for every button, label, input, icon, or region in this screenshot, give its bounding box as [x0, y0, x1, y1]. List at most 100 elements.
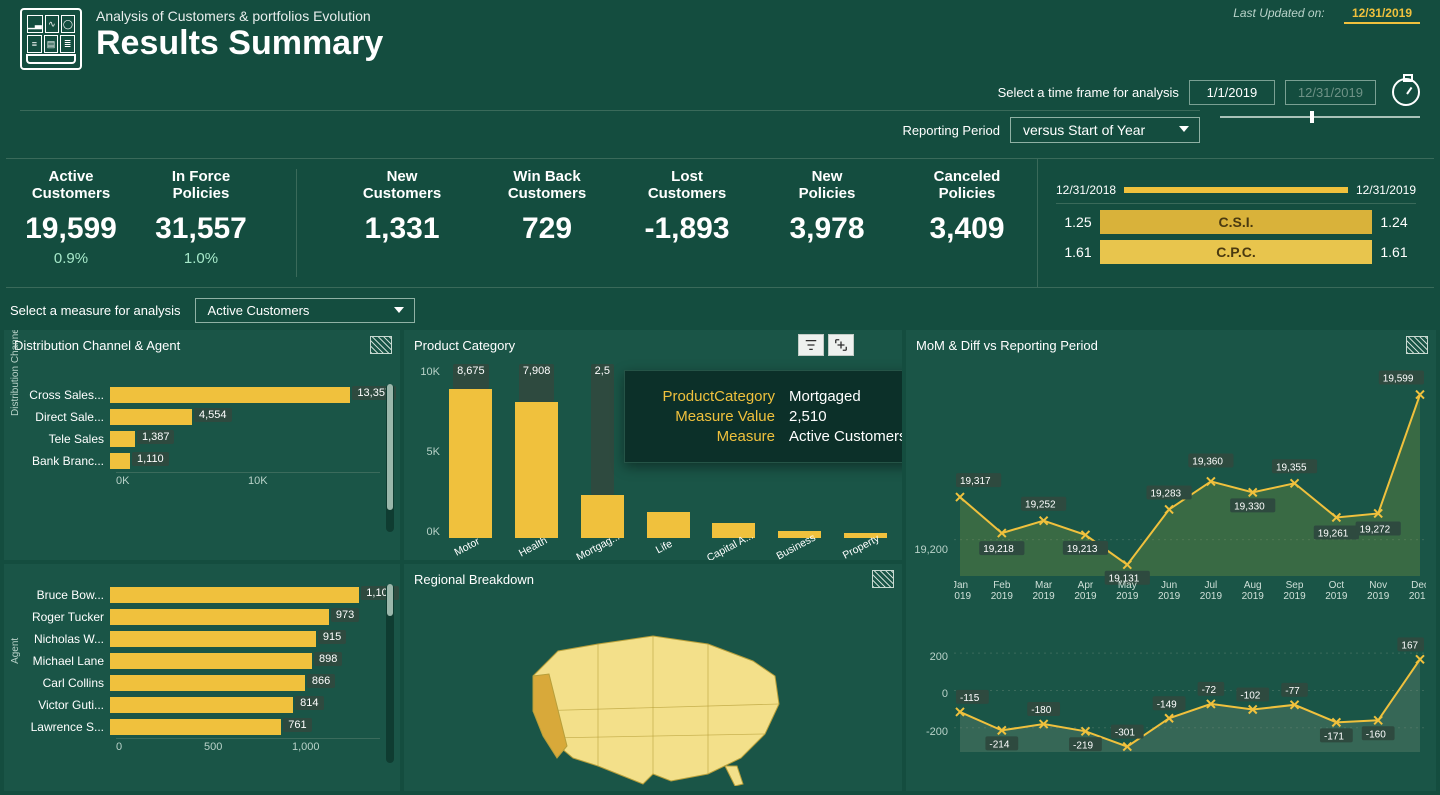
svg-text:Dec: Dec: [1411, 580, 1426, 591]
stopwatch-icon[interactable]: [1392, 78, 1420, 106]
kpi-label: Win BackCustomers: [477, 169, 617, 202]
scrollbar[interactable]: [386, 384, 394, 532]
point-label: -301: [1115, 728, 1135, 739]
scrollbar-thumb[interactable]: [387, 384, 393, 510]
kpi-value: -1,893: [617, 212, 757, 246]
bar-value-label: 7,908: [519, 364, 555, 402]
kpi-card[interactable]: ActiveCustomers19,5990.9%: [6, 159, 136, 287]
filter-button[interactable]: [798, 334, 824, 356]
scrollbar-thumb[interactable]: [387, 584, 393, 616]
point-label: 19,261: [1318, 528, 1349, 539]
svg-text:2019: 2019: [991, 591, 1014, 600]
usa-map[interactable]: [503, 616, 803, 786]
point-label: -214: [989, 739, 1009, 750]
tooltip-key: ProductCategory: [643, 388, 789, 405]
bar-row[interactable]: Nicholas W...915: [14, 628, 380, 650]
mom-bottom-chart[interactable]: -115-214-180-219-301-149-72-102-77-171-1…: [954, 626, 1426, 776]
bar-category: Bank Branc...: [14, 454, 110, 468]
ratio-row: 1.61C.P.C.1.61: [1056, 240, 1416, 264]
bar-row[interactable]: Lawrence S...761: [14, 716, 380, 738]
edit-icon[interactable]: [872, 570, 894, 588]
bar-row[interactable]: Carl Collins866: [14, 672, 380, 694]
bar-row[interactable]: Tele Sales 1,387: [14, 428, 380, 450]
point-label: -180: [1031, 705, 1051, 716]
panel-toolbar: [798, 334, 854, 356]
ratio-head-left: 12/31/2018: [1056, 183, 1116, 197]
bar[interactable]: 7,908: [510, 366, 564, 538]
bar[interactable]: 8,675: [444, 366, 498, 538]
header: ▁▃∿◯ ≡▤≣ Analysis of Customers & portfol…: [0, 0, 1440, 70]
kpi-card[interactable]: Win BackCustomers729: [477, 159, 617, 287]
point-label: 19,252: [1025, 500, 1056, 511]
kpi-card[interactable]: CanceledPolicies3,409: [897, 159, 1037, 287]
timeframe-slider[interactable]: [1220, 116, 1420, 118]
page-kicker: Analysis of Customers & portfolios Evolu…: [96, 8, 383, 24]
bar-category: Nicholas W...: [14, 632, 110, 646]
point-label: 19,330: [1234, 501, 1265, 512]
chevron-down-icon: [1179, 126, 1189, 132]
bar-row[interactable]: Victor Guti...814: [14, 694, 380, 716]
tooltip-key: Measure Value: [643, 408, 789, 425]
edit-icon[interactable]: [370, 336, 392, 354]
svg-text:2019: 2019: [1158, 591, 1181, 600]
bar[interactable]: 2,5: [575, 366, 629, 538]
bar-row[interactable]: Bank Branc...1,110: [14, 450, 380, 472]
bar-row[interactable]: Michael Lane898: [14, 650, 380, 672]
tooltip-key: Measure: [643, 428, 789, 445]
bar-row[interactable]: Roger Tucker973: [14, 606, 380, 628]
axis-y-title: Agent: [10, 637, 21, 663]
ratio-panel: 12/31/2018 12/31/2019 1.25C.S.I.1.24 1.61…: [1037, 159, 1434, 287]
point-label: 19,218: [983, 544, 1014, 555]
point-label: 19,317: [960, 476, 991, 487]
scrollbar[interactable]: [386, 584, 394, 763]
bar-row[interactable]: Cross Sales...13,357: [14, 384, 380, 406]
svg-text:2019: 2019: [1242, 591, 1265, 600]
panel-regional: Regional Breakdown: [404, 564, 902, 791]
svg-text:2019: 2019: [1200, 591, 1223, 600]
kpi-card[interactable]: In ForcePolicies31,5571.0%: [136, 159, 266, 287]
reporting-period-row: Reporting Period versus Start of Year: [20, 110, 1200, 143]
ratio-tag: C.P.C.: [1100, 240, 1372, 264]
bar-value-label: 898: [314, 652, 342, 666]
kpi-label: In ForcePolicies: [136, 169, 266, 202]
kpi-card[interactable]: NewPolicies3,978: [757, 159, 897, 287]
timeframe-start-input[interactable]: 1/1/2019: [1189, 80, 1275, 105]
bar-category: Tele Sales: [14, 432, 110, 446]
point-label: 19,272: [1360, 524, 1391, 535]
bar-value-label: 814: [295, 696, 323, 710]
focus-button[interactable]: [828, 334, 854, 356]
ratio-left: 1.61: [1056, 244, 1100, 260]
ratio-row: 1.25C.S.I.1.24: [1056, 210, 1416, 234]
kpi-card[interactable]: LostCustomers-1,893: [617, 159, 757, 287]
timeframe-end-input[interactable]: 12/31/2019: [1285, 80, 1376, 105]
edit-icon[interactable]: [1406, 336, 1428, 354]
tooltip-value: Active Customers: [789, 428, 902, 445]
bar-value-label: 8,675: [453, 364, 489, 389]
point-label: 19,599: [1383, 374, 1414, 385]
slider-knob[interactable]: [1310, 111, 1314, 123]
bar-row[interactable]: Direct Sale...4,554: [14, 406, 380, 428]
bar-value-label: 2,5: [591, 364, 614, 495]
bar-value-label: 973: [331, 608, 359, 622]
point-label: -171: [1324, 731, 1344, 742]
svg-text:2019: 2019: [1325, 591, 1348, 600]
measure-select[interactable]: Active Customers: [195, 298, 415, 323]
point-label: -72: [1202, 685, 1217, 696]
bar-category: Lawrence S...: [14, 720, 110, 734]
point-label: -77: [1285, 686, 1300, 697]
ratio-head-right: 12/31/2019: [1356, 183, 1416, 197]
chevron-down-icon: [394, 307, 404, 313]
timeframe-label: Select a time frame for analysis: [998, 85, 1179, 100]
reporting-period-select[interactable]: versus Start of Year: [1010, 117, 1200, 143]
kpi-value: 1,331: [327, 212, 477, 246]
bar-value-label: 1,387: [137, 430, 175, 444]
reporting-period-label: Reporting Period: [902, 123, 1000, 138]
kpi-card[interactable]: NewCustomers1,331: [327, 159, 477, 287]
ratio-left: 1.25: [1056, 214, 1100, 230]
mom-top-chart[interactable]: 19,31719,21819,25219,21319,13119,28319,3…: [954, 360, 1426, 600]
svg-text:Jun: Jun: [1161, 580, 1177, 591]
bar-row[interactable]: Bruce Bow...1,108: [14, 584, 380, 606]
kpi-label: ActiveCustomers: [6, 169, 136, 202]
point-label: -219: [1073, 740, 1093, 751]
bar-category: Direct Sale...: [14, 410, 110, 424]
